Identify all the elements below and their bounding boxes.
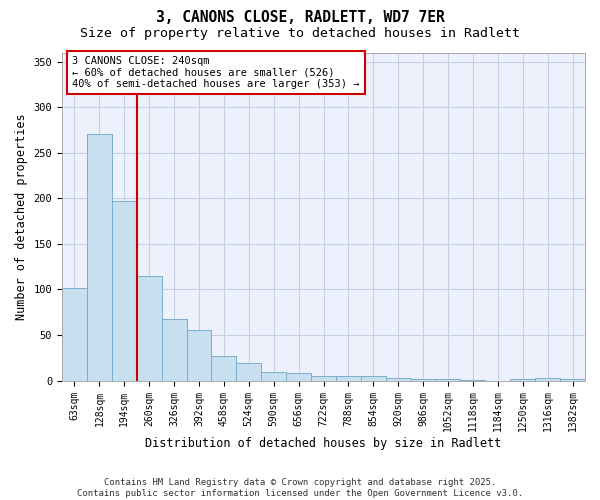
Bar (236, 364, 261, 380)
Bar (87, 134, 112, 380)
Bar (535, 378, 560, 380)
Bar (436, 379, 460, 380)
X-axis label: Distribution of detached houses by size in Radlett: Distribution of detached houses by size … (145, 437, 502, 450)
Bar (336, 376, 361, 380)
Text: 3, CANONS CLOSE, RADLETT, WD7 7ER: 3, CANONS CLOSE, RADLETT, WD7 7ER (155, 10, 445, 25)
Bar (187, 330, 211, 380)
Bar (161, 318, 187, 380)
Bar (510, 379, 535, 380)
Bar (386, 378, 410, 380)
Bar (261, 372, 286, 380)
Text: 3 CANONS CLOSE: 240sqm
← 60% of detached houses are smaller (526)
40% of semi-de: 3 CANONS CLOSE: 240sqm ← 60% of detached… (73, 56, 360, 89)
Y-axis label: Number of detached properties: Number of detached properties (15, 113, 28, 320)
Bar (410, 379, 436, 380)
Bar (62, 288, 87, 380)
Bar (211, 356, 236, 380)
Bar (560, 379, 585, 380)
Bar (286, 374, 311, 380)
Bar (361, 376, 386, 380)
Bar (137, 276, 161, 380)
Text: Contains HM Land Registry data © Crown copyright and database right 2025.
Contai: Contains HM Land Registry data © Crown c… (77, 478, 523, 498)
Bar (311, 376, 336, 380)
Text: Size of property relative to detached houses in Radlett: Size of property relative to detached ho… (80, 28, 520, 40)
Bar (112, 201, 137, 380)
